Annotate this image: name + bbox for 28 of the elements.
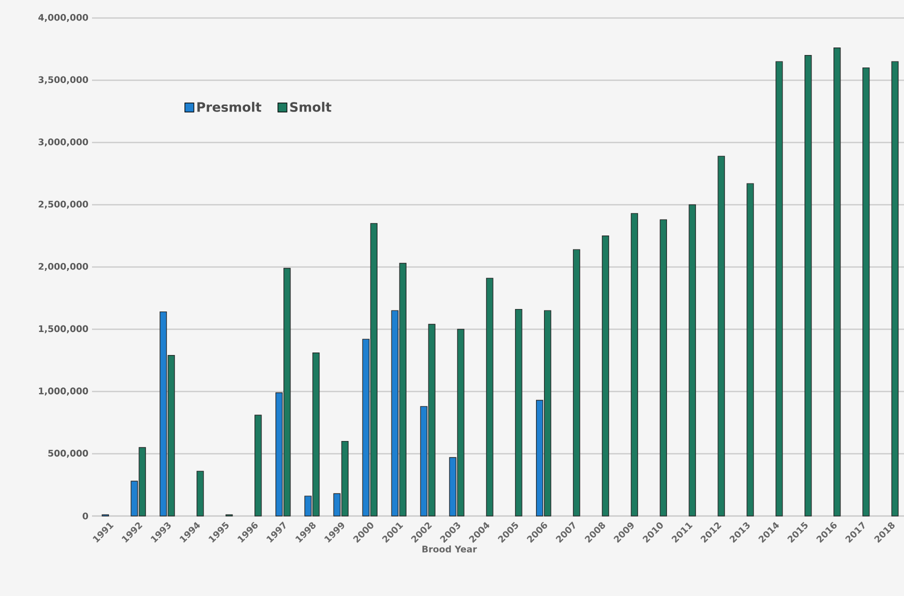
- bar: [196, 470, 204, 516]
- bar: [688, 204, 696, 516]
- y-tick-label: 4,000,000: [38, 14, 88, 22]
- legend-label: Presmolt: [197, 102, 262, 112]
- y-tick-label: 3,500,000: [38, 76, 88, 84]
- bar: [486, 278, 494, 516]
- y-tick-label: 1,000,000: [39, 388, 88, 396]
- x-axis-title: Brood Year: [422, 546, 477, 552]
- bar: [572, 249, 580, 516]
- bar: [862, 67, 870, 516]
- legend-label: Smolt: [290, 102, 332, 112]
- bar: [660, 219, 667, 516]
- y-tick-label: 3,000,000: [38, 138, 88, 146]
- bar: [891, 61, 899, 516]
- y-tick-label: 2,000,000: [38, 263, 88, 271]
- y-tick-label: 0: [82, 512, 88, 520]
- y-tick-label: 2,500,000: [38, 200, 88, 209]
- bar: [718, 156, 725, 516]
- bar: [254, 414, 262, 516]
- bar: [515, 308, 522, 516]
- bar: [776, 61, 783, 516]
- bar: [630, 213, 638, 516]
- y-tick-label: 500,000: [48, 450, 88, 458]
- y-tick-label: 1,500,000: [39, 325, 88, 334]
- bar: [833, 48, 841, 516]
- bar: [746, 183, 754, 516]
- bar: [602, 236, 610, 516]
- bar: [804, 54, 812, 516]
